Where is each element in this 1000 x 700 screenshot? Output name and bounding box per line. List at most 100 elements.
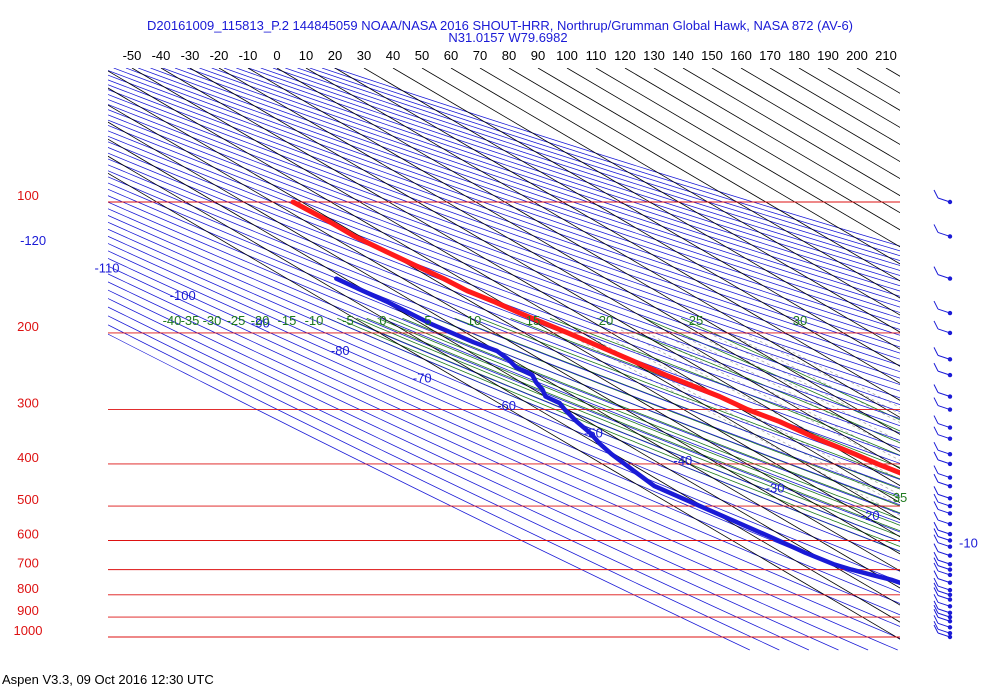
isotherm-line — [682, 68, 900, 197]
wind-barb-flag — [933, 441, 939, 451]
wind-barb-station — [947, 394, 953, 399]
moist-adiabat-label: 25 — [689, 313, 703, 328]
dry-adiabat-line — [199, 68, 900, 303]
wind-barb — [933, 362, 953, 378]
line-labels: -180-170-160-150-140-130-120-110-100-90-… — [20, 233, 978, 551]
wind-barb-station — [947, 199, 953, 205]
wind-barb — [933, 594, 953, 609]
dry-adiabat-label: -20 — [861, 508, 880, 523]
isotherm-line — [108, 155, 900, 623]
wind-barb — [933, 320, 953, 336]
pressure-label: 1000 — [14, 623, 43, 638]
isotherm-line — [885, 68, 900, 77]
wind-barb — [933, 557, 953, 572]
dry-adiabat-line — [174, 68, 900, 313]
wind-barb — [933, 534, 953, 549]
mixing-ratio-line — [738, 329, 900, 415]
temperature-tick-label: 100 — [556, 48, 578, 63]
dry-adiabat-line — [108, 114, 900, 406]
wind-barb — [933, 582, 953, 598]
dry-adiabat-label: -60 — [497, 398, 516, 413]
pressure-label: 600 — [17, 526, 39, 541]
wind-barb — [933, 415, 953, 430]
moist-adiabat-label: 0 — [379, 313, 386, 328]
wind-barb — [933, 570, 953, 585]
wind-barb-station — [947, 511, 953, 516]
wind-barb — [933, 300, 953, 316]
wind-barb-flag — [933, 543, 939, 552]
isobars — [108, 201, 900, 638]
wind-barb-station — [947, 553, 953, 558]
wind-barb-flag — [933, 609, 939, 618]
moist-adiabat-label: 20 — [599, 313, 613, 328]
wind-barb — [933, 451, 953, 467]
wind-barb-station — [947, 580, 953, 585]
pressure-label: 200 — [17, 319, 39, 334]
wind-barb — [933, 224, 953, 239]
dry-adiabat-line — [248, 68, 900, 282]
isotherm-line — [218, 68, 900, 470]
temperature-tick-label: 170 — [759, 48, 781, 63]
wind-barb-station — [947, 425, 953, 430]
isotherm-line — [479, 68, 900, 316]
moist-adiabat-line — [644, 317, 900, 432]
wind-barb-flag — [933, 582, 939, 592]
wind-barb-flag — [933, 493, 939, 503]
dry-adiabat-line — [108, 298, 869, 651]
mixing-ratio-line — [749, 329, 900, 408]
isotherm-line — [856, 68, 900, 94]
moist-adiabat-label: 10 — [467, 313, 481, 328]
dry-adiabat-line — [108, 208, 900, 533]
wind-barb — [933, 551, 953, 567]
moist-adiabat-line — [377, 317, 900, 526]
pressure-axis-labels: 100 200 300 400 500 600 700 800 900 1000 — [14, 188, 43, 638]
isotherm-line — [305, 68, 900, 418]
temperature-tick-label: -10 — [239, 48, 258, 63]
wind-barb — [933, 620, 953, 636]
dry-adiabat-line — [285, 68, 900, 266]
dry-adiabat-label: -80 — [331, 343, 350, 358]
temperature-tick-label: 40 — [386, 48, 400, 63]
dry-adiabat-line — [108, 235, 900, 572]
dry-adiabat-line — [223, 68, 900, 292]
isotherm-line — [595, 68, 900, 248]
moist-adiabat-line — [356, 317, 900, 537]
moist-adiabats — [327, 317, 900, 552]
temperature-tick-label: 210 — [875, 48, 897, 63]
wind-barb-flag — [933, 347, 939, 356]
dry-adiabat-line — [108, 70, 900, 348]
wind-barb — [933, 426, 953, 441]
wind-barb — [933, 600, 953, 616]
wind-barb — [933, 511, 953, 527]
wind-barb-flag — [933, 224, 939, 233]
temperature-tick-label: 50 — [415, 48, 429, 63]
isotherm-line — [108, 104, 900, 572]
dry-adiabat-line — [108, 258, 900, 604]
moist-adiabat-label: -25 — [227, 313, 246, 328]
isotherm-line — [537, 68, 900, 282]
pressure-label: 400 — [17, 450, 39, 465]
wind-barb-flag — [933, 521, 939, 531]
isotherm-line — [508, 68, 900, 299]
pressure-label: 100 — [17, 188, 39, 203]
wind-barb-station — [947, 503, 953, 509]
dry-adiabat-line — [108, 94, 900, 379]
isotherm-line — [421, 68, 900, 350]
wind-barb-flag — [933, 397, 939, 406]
dry-adiabat-line — [321, 68, 900, 252]
moist-adiabat-line — [337, 317, 900, 547]
wind-barb-station — [947, 597, 953, 602]
wind-barb-station — [947, 357, 953, 362]
wind-barb-station — [947, 544, 953, 549]
wind-barb-station — [947, 372, 953, 378]
wind-barb-flag — [933, 577, 939, 587]
dry-adiabat-label: -90 — [251, 316, 270, 331]
temperature-tick-label: 20 — [328, 48, 342, 63]
temperature-tick-label: -30 — [181, 48, 200, 63]
dry-adiabat-label: -100 — [170, 288, 196, 303]
wind-barb — [933, 486, 953, 501]
dry-adiabat-line — [108, 195, 900, 515]
dry-adiabat-line — [108, 79, 900, 360]
dry-adiabats — [108, 68, 900, 651]
dry-adiabat-line — [108, 281, 900, 639]
